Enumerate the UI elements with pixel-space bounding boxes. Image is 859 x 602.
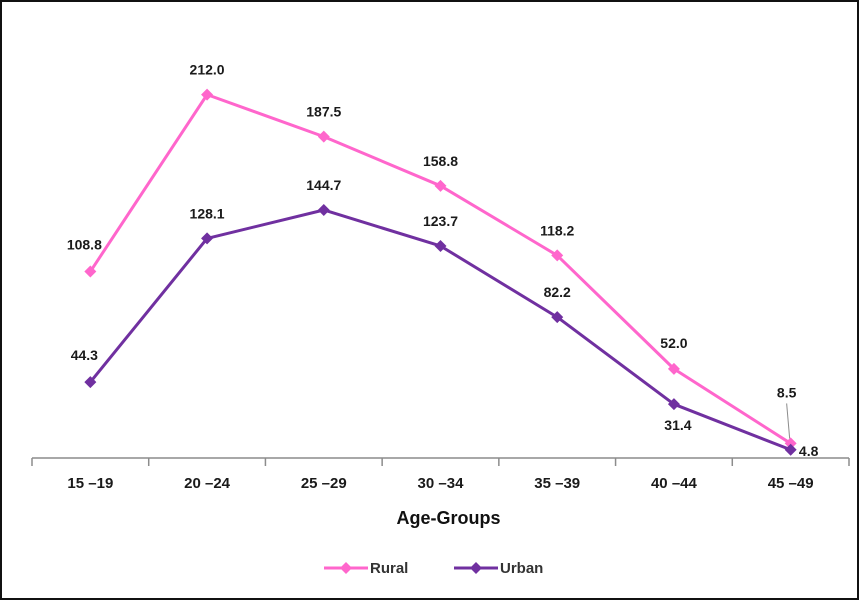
data-label-urban: 82.2: [544, 284, 571, 300]
x-tick-label: 15 –19: [67, 475, 113, 492]
data-label-rural: 52.0: [660, 335, 687, 351]
x-tick-label: 45 –49: [768, 475, 814, 492]
data-point-urban: [667, 398, 680, 411]
data-label-rural: 158.8: [423, 153, 458, 169]
data-point-urban: [201, 232, 214, 245]
x-axis-tick-labels: 15 –19 20 –24 25 –29 30 –34 35 –39 40 –44 45 –…: [67, 475, 813, 492]
x-tick-label: 25 –29: [301, 475, 347, 492]
data-label-urban: 128.1: [190, 205, 225, 221]
legend-label: Urban: [500, 560, 543, 577]
data-label-urban: 44.3: [71, 347, 98, 363]
data-point-rural: [201, 88, 214, 101]
data-point-urban: [317, 203, 330, 216]
data-point-rural: [317, 130, 330, 143]
data-label-urban: 123.7: [423, 213, 458, 229]
x-tick-label: 20 –24: [184, 475, 231, 492]
x-axis-title: Age-Groups: [396, 508, 500, 528]
series-line-rural: [89, 93, 792, 445]
legend-swatch-marker: [340, 562, 352, 574]
legend: Rural Urban: [324, 560, 543, 577]
data-label-rural: 212.0: [190, 62, 225, 78]
data-point-rural: [667, 362, 680, 375]
data-labels: 108.8 212.0 187.5 158.8 118.2 52.0 8.5 44.3 128.…: [67, 62, 819, 459]
data-point-rural: [784, 437, 797, 450]
legend-item-rural: Rural: [324, 560, 408, 577]
x-axis-ticks: [31, 458, 850, 466]
label-leader-line: [786, 403, 791, 439]
data-label-urban: 4.8: [799, 443, 819, 459]
data-label-urban: 31.4: [664, 417, 691, 433]
data-point-urban: [784, 443, 797, 456]
data-point-rural: [434, 179, 447, 192]
series-layer: [84, 88, 797, 456]
x-tick-label: 30 –34: [418, 475, 465, 492]
data-point-rural: [84, 265, 97, 278]
legend-label: Rural: [370, 560, 408, 577]
data-point-rural: [551, 249, 564, 262]
x-tick-label: 40 –44: [651, 475, 698, 492]
data-label-rural: 187.5: [306, 104, 341, 120]
data-label-rural: 8.5: [777, 384, 797, 400]
data-point-urban: [434, 239, 447, 252]
x-tick-label: 35 –39: [534, 475, 580, 492]
data-label-urban: 144.7: [306, 177, 341, 193]
legend-item-urban: Urban: [454, 560, 543, 577]
data-label-rural: 108.8: [67, 237, 102, 253]
data-point-urban: [84, 376, 97, 389]
data-point-urban: [551, 311, 564, 324]
legend-swatch-marker: [470, 562, 482, 574]
data-label-rural: 118.2: [540, 222, 574, 238]
